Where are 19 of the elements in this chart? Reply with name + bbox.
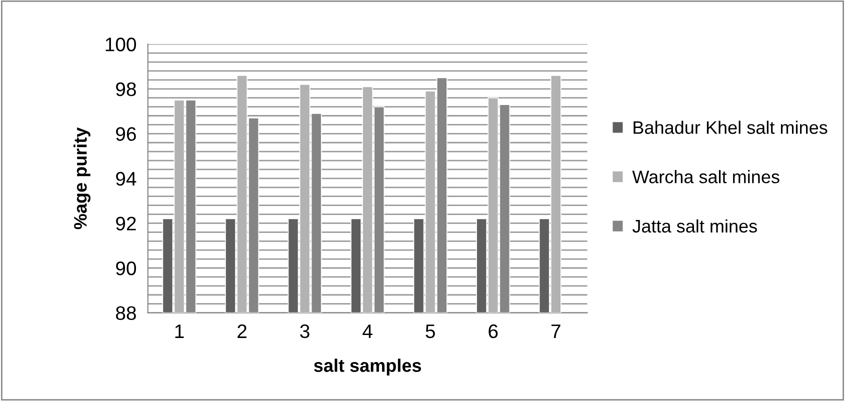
y-tick-label: 88 <box>116 306 136 320</box>
y-tick-label: 98 <box>116 82 136 96</box>
y-axis-title: %age purity <box>74 127 90 230</box>
x-tick-label: 1 <box>175 324 184 338</box>
x-tick-label: 7 <box>551 324 560 338</box>
legend-label: Jatta salt mines <box>632 219 757 233</box>
y-tick-label: 94 <box>116 172 136 186</box>
y-tick-label: 92 <box>116 216 136 230</box>
legend-label: Bahadur Khel salt mines <box>634 120 828 134</box>
x-tick-label: 3 <box>300 324 310 338</box>
legend-label: Warcha salt mines <box>632 170 780 184</box>
x-tick-label: 5 <box>426 324 435 338</box>
y-tick-label: 96 <box>116 127 136 141</box>
y-tick-label: 90 <box>116 261 136 276</box>
x-tick-label: 4 <box>362 324 372 338</box>
x-tick-label: 2 <box>238 324 246 338</box>
y-tick-label: 100 <box>106 38 136 52</box>
x-axis-title: salt samples <box>314 358 422 376</box>
x-tick-label: 6 <box>488 324 498 338</box>
